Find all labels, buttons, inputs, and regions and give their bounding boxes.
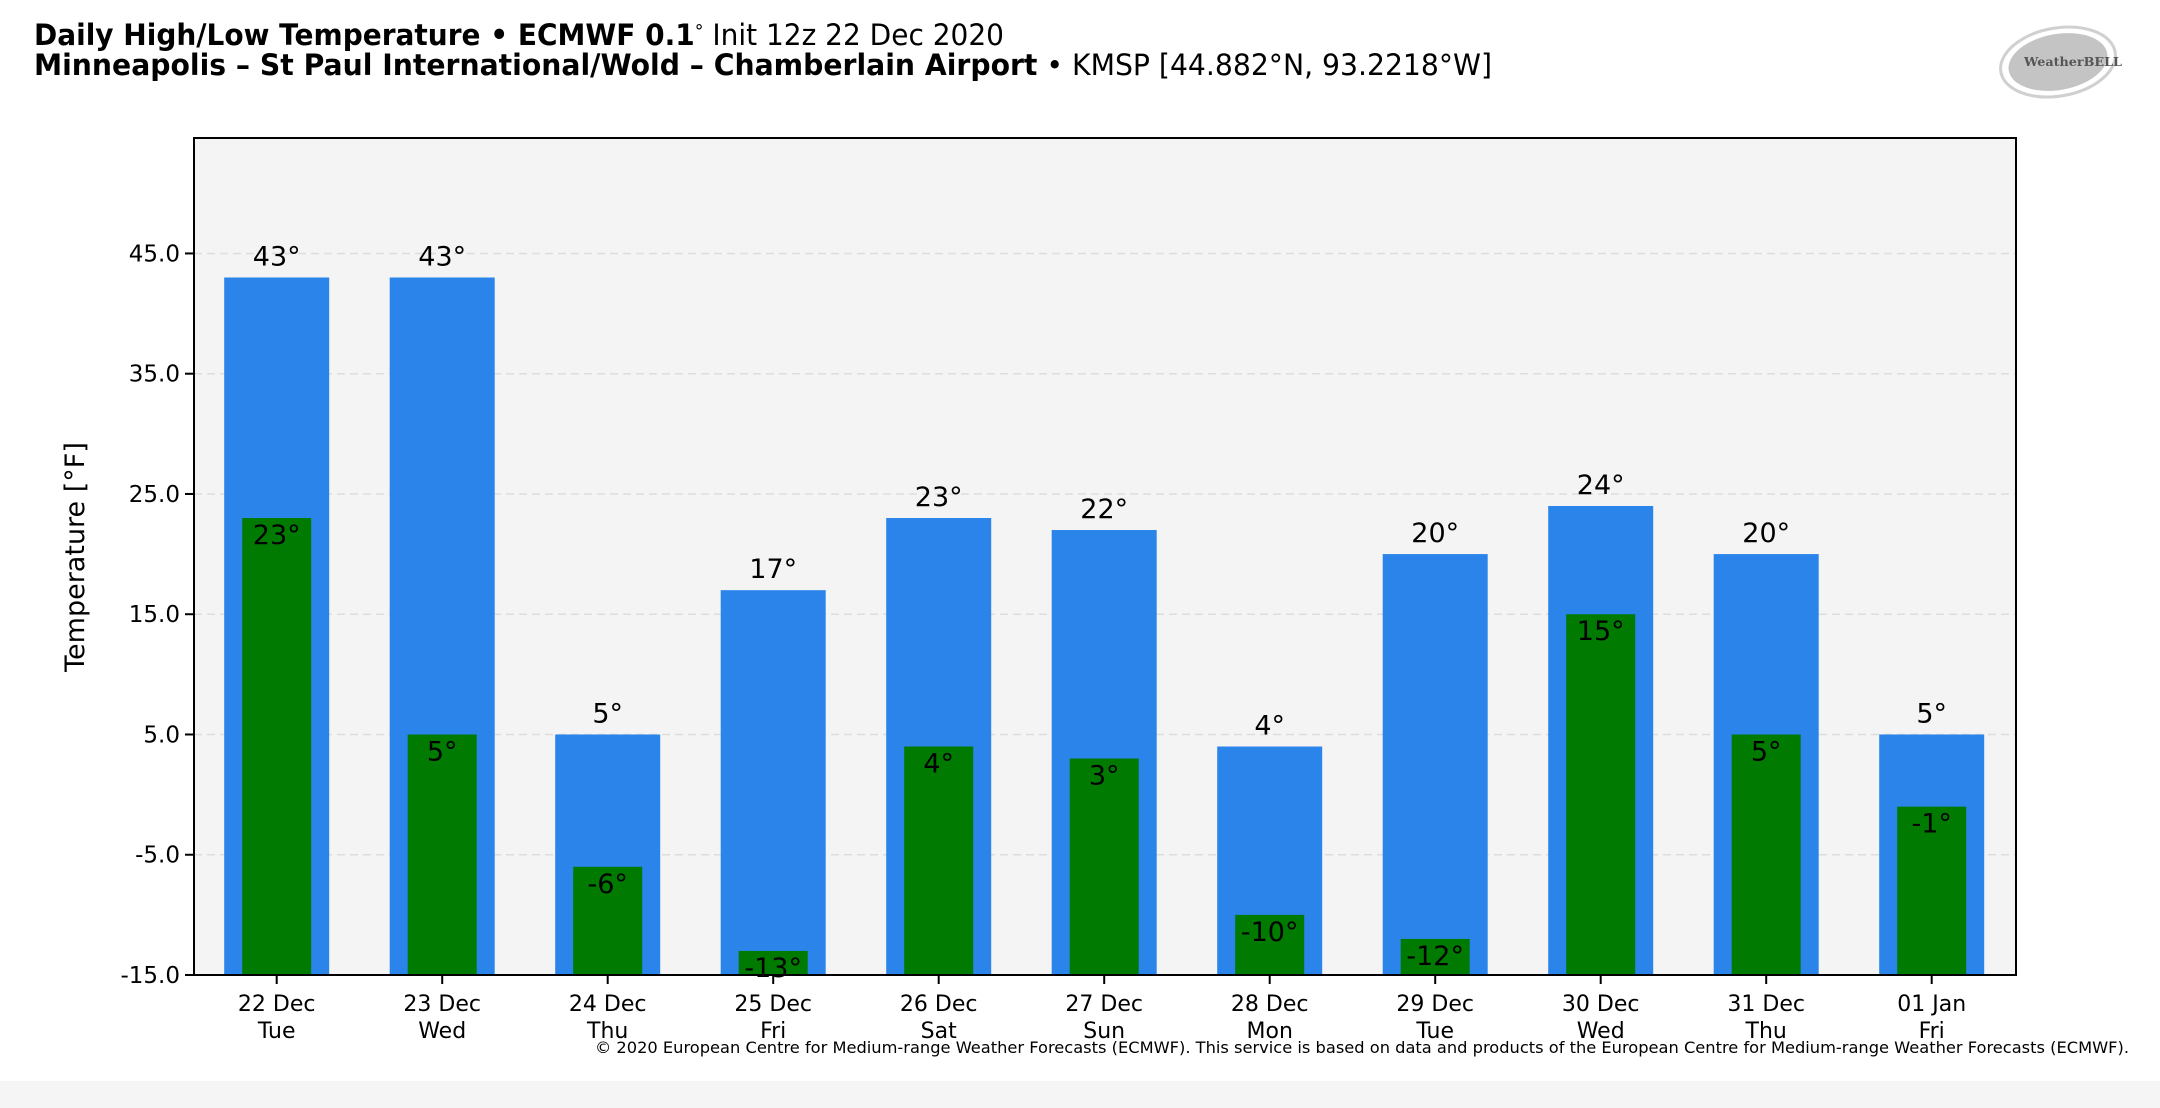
x-tick-date: 29 Dec: [1396, 992, 1474, 1017]
copyright-notice: © 2020 European Centre for Medium-range …: [595, 1038, 2129, 1057]
y-axis: -15.0 -5.0 5.0 15.0 25.0 35.0 45.0: [120, 241, 194, 989]
high-label: 5°: [592, 698, 623, 729]
bars: 43°23°43°5°5°-6°17°-13°23°4°22°3°4°-10°2…: [224, 242, 1985, 984]
x-tick-weekday: Thu: [1745, 1019, 1787, 1044]
low-bar: [1731, 734, 1801, 975]
x-tick-weekday: Wed: [1577, 1019, 1625, 1044]
x-tick-date: 27 Dec: [1065, 992, 1143, 1017]
low-label: -1°: [1911, 809, 1951, 840]
low-bar: [738, 950, 808, 975]
x-tick-date: 26 Dec: [900, 992, 978, 1017]
y-tick-label: 45.0: [129, 241, 180, 267]
low-label: 15°: [1577, 616, 1625, 647]
location-name: Minneapolis – St Paul International/Wold…: [34, 48, 1038, 82]
high-label: 4°: [1254, 711, 1285, 742]
low-bar: [1566, 614, 1636, 975]
low-bar: [1897, 806, 1967, 975]
high-label: 23°: [915, 482, 963, 513]
low-label: 3°: [1089, 761, 1120, 792]
y-tick-label: 15.0: [129, 602, 180, 628]
x-tick-weekday: Tue: [1415, 1019, 1454, 1044]
bottom-band: [0, 1081, 2160, 1108]
high-label: 20°: [1742, 518, 1790, 549]
low-label: 5°: [427, 736, 458, 767]
low-label: 4°: [923, 749, 954, 780]
x-tick-date: 28 Dec: [1231, 992, 1309, 1017]
low-bar: [407, 734, 477, 975]
title-bold: Daily High/Low Temperature • ECMWF 0.1: [34, 18, 695, 52]
y-tick-label: -5.0: [135, 843, 180, 869]
low-label: -6°: [587, 869, 627, 900]
low-label: 5°: [1751, 736, 1782, 767]
high-label: 20°: [1411, 518, 1459, 549]
x-tick-date: 22 Dec: [238, 992, 316, 1017]
low-label: -10°: [1241, 917, 1299, 948]
low-bar: [242, 518, 312, 975]
high-label: 5°: [1916, 698, 1947, 729]
x-tick-date: 23 Dec: [403, 992, 481, 1017]
title-init: Init 12z 22 Dec 2020: [703, 18, 1004, 52]
y-tick-label: 35.0: [129, 362, 180, 388]
x-tick-weekday: Sat: [921, 1019, 957, 1044]
y-tick-label: -15.0: [120, 963, 180, 989]
location-sep: •: [1037, 48, 1072, 82]
y-axis-label: Temperature [°F]: [60, 442, 91, 673]
x-tick-weekday: Fri: [1919, 1019, 1945, 1044]
low-label: -12°: [1406, 941, 1464, 972]
x-tick-weekday: Fri: [760, 1019, 786, 1044]
low-bar: [1069, 758, 1139, 975]
x-tick-date: 24 Dec: [569, 992, 647, 1017]
high-bar: [1382, 554, 1488, 975]
high-label: 17°: [749, 554, 797, 585]
chart-title: Daily High/Low Temperature • ECMWF 0.1° …: [34, 18, 1004, 52]
x-tick-weekday: Thu: [586, 1019, 628, 1044]
high-label: 22°: [1080, 494, 1128, 525]
low-bar: [904, 746, 974, 975]
x-tick-date: 25 Dec: [734, 992, 812, 1017]
location-code: KMSP [44.882°N, 93.2218°W]: [1072, 48, 1492, 82]
x-tick-date: 31 Dec: [1727, 992, 1805, 1017]
high-label: 43°: [253, 242, 301, 273]
weatherbell-logo: WeatherBELL: [1999, 25, 2123, 99]
high-label: 43°: [418, 242, 466, 273]
y-tick-label: 5.0: [143, 722, 180, 748]
x-tick-weekday: Wed: [418, 1019, 466, 1044]
x-tick-weekday: Mon: [1247, 1019, 1293, 1044]
low-bar: [1400, 938, 1470, 975]
title-degree: °: [695, 21, 704, 42]
low-bar: [1235, 914, 1305, 975]
y-tick-label: 25.0: [129, 482, 180, 508]
location-subtitle: Minneapolis – St Paul International/Wold…: [34, 48, 1492, 82]
low-label: 23°: [253, 520, 301, 551]
x-tick-date: 01 Jan: [1897, 992, 1966, 1017]
logo-text: WeatherBELL: [2023, 55, 2123, 69]
high-bar: [720, 590, 826, 975]
x-tick-date: 30 Dec: [1562, 992, 1640, 1017]
x-tick-weekday: Sun: [1083, 1019, 1125, 1044]
low-bar: [573, 866, 643, 975]
high-label: 24°: [1577, 470, 1625, 501]
x-tick-weekday: Tue: [257, 1019, 296, 1044]
